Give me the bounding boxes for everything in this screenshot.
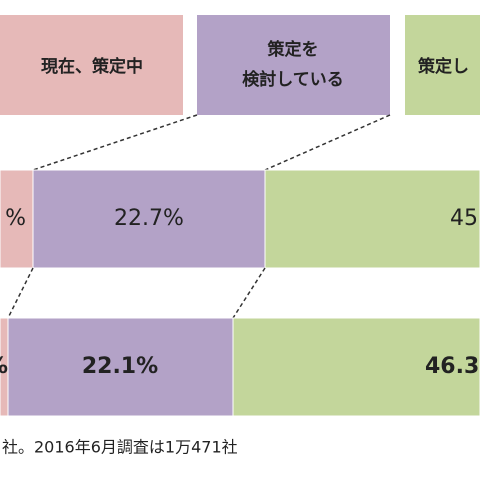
value-label: 46.3	[425, 354, 479, 379]
bar-segment	[264, 169, 480, 269]
bar-segment	[0, 169, 34, 269]
value-label: 22.1%	[82, 354, 158, 379]
value-label: %	[0, 354, 8, 379]
bar-segment	[32, 169, 266, 269]
legend-label: 検討している	[242, 69, 344, 90]
legend-label: 策定し	[418, 56, 469, 77]
value-label: 22.7%	[114, 206, 184, 231]
legend-box	[405, 15, 480, 115]
legend-box	[0, 15, 183, 115]
bar-segment	[7, 317, 234, 417]
connector	[232, 267, 266, 319]
value-label: 45	[450, 206, 478, 231]
footnote: 社。2016年6月調査は1万471社	[2, 438, 238, 457]
legend-label: 策定を	[268, 39, 319, 60]
legend-box	[197, 15, 390, 115]
bar-segment	[232, 317, 480, 417]
value-label: %	[5, 206, 26, 231]
legend-label: 現在、策定中	[41, 56, 143, 77]
connector	[32, 114, 198, 171]
connector	[7, 267, 34, 319]
connector	[264, 114, 391, 171]
